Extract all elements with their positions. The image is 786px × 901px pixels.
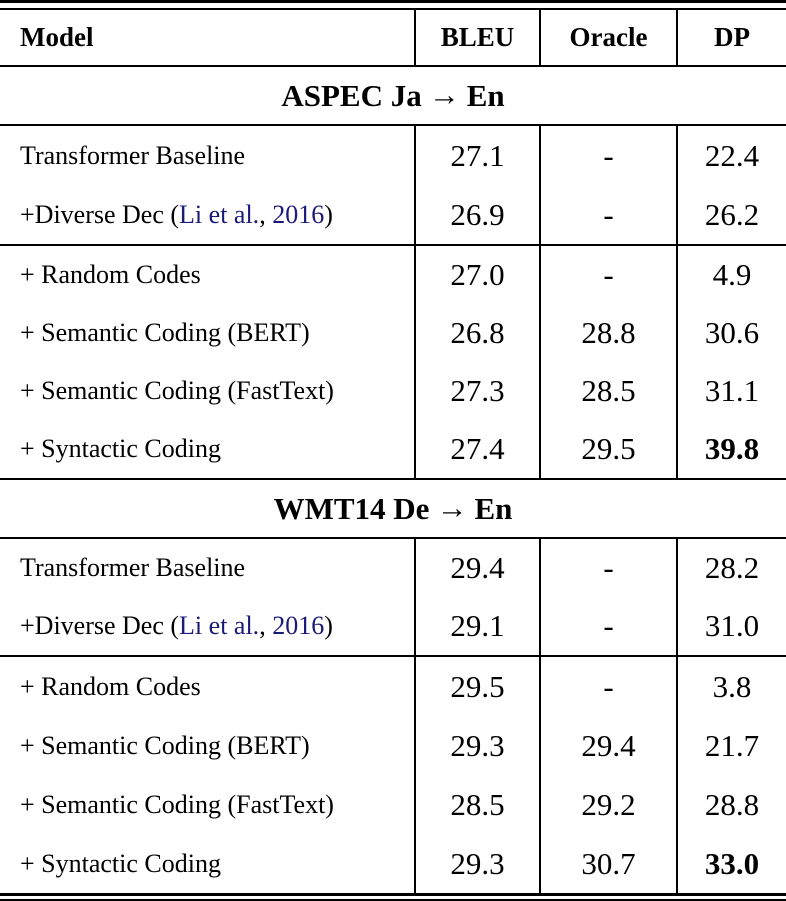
citation-separator: , (259, 611, 266, 640)
dp-cell: 39.8 (676, 420, 786, 479)
dp-cell: 3.8 (676, 655, 786, 716)
model-label: Transformer Baseline (20, 140, 246, 170)
model-label: Transformer Baseline (20, 553, 246, 582)
dp-cell: 28.2 (676, 538, 786, 597)
model-cell: +Diverse Dec (Li et al., 2016) (0, 597, 415, 656)
oracle-cell: 29.4 (539, 716, 677, 775)
model-cell: + Syntactic Coding (0, 834, 415, 893)
col-header-bleu: BLEU (414, 10, 540, 67)
oracle-cell: 30.7 (539, 834, 677, 893)
table-row: +Diverse Dec (Li et al., 2016) 29.1 - 31… (0, 597, 786, 656)
oracle-cell: - (539, 125, 677, 185)
table-row: Transformer Baseline 29.4 - 28.2 (0, 538, 786, 597)
dp-cell: 26.2 (676, 185, 786, 245)
table-row: + Semantic Coding (BERT) 29.3 29.4 21.7 (0, 716, 786, 775)
bleu-cell: 28.5 (414, 775, 540, 834)
col-header-model: Model (0, 10, 415, 67)
model-label: + Random Codes (20, 671, 201, 701)
model-label: + Semantic Coding (BERT) (20, 318, 310, 347)
model-cell: + Semantic Coding (FastText) (0, 775, 415, 834)
model-label-suffix: ) (324, 611, 333, 640)
oracle-cell: - (539, 185, 677, 245)
table-row: Transformer Baseline 27.1 - 22.4 (0, 125, 786, 185)
citation-link[interactable]: 2016 (265, 611, 325, 640)
model-label: + Syntactic Coding (20, 848, 221, 878)
bleu-cell: 26.9 (414, 185, 540, 245)
oracle-cell: - (539, 655, 677, 716)
model-label: + Semantic Coding (FastText) (20, 789, 334, 819)
col-header-dp: DP (676, 10, 786, 67)
table-row: + Semantic Coding (FastText) 27.3 28.5 3… (0, 362, 786, 420)
right-arrow-icon: → (436, 489, 468, 525)
model-cell: + Semantic Coding (BERT) (0, 304, 415, 362)
model-label: + Random Codes (20, 260, 201, 289)
citation-separator: , (259, 199, 266, 229)
table-row: + Random Codes 27.0 - 4.9 (0, 244, 786, 304)
citation-link[interactable]: Li et al. (179, 199, 260, 229)
col-header-oracle: Oracle (539, 10, 677, 67)
dp-cell: 28.8 (676, 775, 786, 834)
model-cell: + Syntactic Coding (0, 420, 415, 479)
bleu-cell: 29.3 (414, 834, 540, 893)
oracle-cell: - (539, 244, 677, 304)
oracle-cell: 29.5 (539, 420, 677, 479)
dp-cell: 30.6 (676, 304, 786, 362)
model-label: +Diverse Dec ( (20, 611, 180, 640)
bleu-cell: 27.3 (414, 362, 540, 420)
dp-cell: 4.9 (676, 244, 786, 304)
dp-cell: 22.4 (676, 125, 786, 185)
model-label: +Diverse Dec ( (20, 199, 180, 229)
model-cell: + Random Codes (0, 244, 415, 304)
oracle-cell: - (539, 538, 677, 597)
model-label-suffix: ) (324, 199, 333, 229)
citation-link[interactable]: Li et al. (179, 611, 260, 640)
model-cell: Transformer Baseline (0, 125, 415, 185)
citation-link[interactable]: 2016 (265, 199, 325, 229)
table-bottom-double-rule (0, 893, 786, 901)
bleu-cell: 29.1 (414, 597, 540, 656)
model-label: + Semantic Coding (BERT) (20, 730, 310, 760)
model-label: + Syntactic Coding (20, 434, 221, 463)
model-label: + Semantic Coding (FastText) (20, 376, 334, 405)
bleu-cell: 26.8 (414, 304, 540, 362)
section-title-left: ASPEC Ja (281, 77, 422, 113)
table-header-row: Model BLEU Oracle DP (0, 10, 786, 67)
section-header-aspec: ASPEC Ja → En (0, 65, 786, 126)
bleu-cell: 27.4 (414, 420, 540, 479)
table-row: + Random Codes 29.5 - 3.8 (0, 655, 786, 716)
bleu-cell: 29.3 (414, 716, 540, 775)
section-title-left: WMT14 De (273, 490, 430, 526)
right-arrow-icon: → (428, 76, 460, 112)
section-title: ASPEC Ja → En (0, 65, 786, 126)
section-title: WMT14 De → En (0, 478, 786, 539)
table-row: + Semantic Coding (BERT) 26.8 28.8 30.6 (0, 304, 786, 362)
bleu-cell: 29.5 (414, 655, 540, 716)
section-title-right: En (474, 490, 513, 526)
bleu-cell: 27.0 (414, 244, 540, 304)
oracle-cell: 28.8 (539, 304, 677, 362)
section-title-right: En (466, 77, 505, 113)
model-cell: + Random Codes (0, 655, 415, 716)
oracle-cell: 28.5 (539, 362, 677, 420)
oracle-cell: - (539, 597, 677, 656)
dp-cell: 31.0 (676, 597, 786, 656)
table-top-double-rule (0, 0, 786, 10)
section-header-wmt14: WMT14 De → En (0, 478, 786, 539)
dp-cell: 31.1 (676, 362, 786, 420)
table-row: + Syntactic Coding 29.3 30.7 33.0 (0, 834, 786, 893)
bleu-cell: 29.4 (414, 538, 540, 597)
oracle-cell: 29.2 (539, 775, 677, 834)
table-row: + Syntactic Coding 27.4 29.5 39.8 (0, 420, 786, 479)
dp-cell: 21.7 (676, 716, 786, 775)
model-cell: + Semantic Coding (BERT) (0, 716, 415, 775)
model-cell: Transformer Baseline (0, 538, 415, 597)
table-row: +Diverse Dec (Li et al., 2016) 26.9 - 26… (0, 185, 786, 245)
dp-cell: 33.0 (676, 834, 786, 893)
bleu-cell: 27.1 (414, 125, 540, 185)
model-cell: + Semantic Coding (FastText) (0, 362, 415, 420)
model-cell: +Diverse Dec (Li et al., 2016) (0, 185, 415, 245)
table-row: + Semantic Coding (FastText) 28.5 29.2 2… (0, 775, 786, 834)
results-table: Model BLEU Oracle DP ASPEC Ja → En Transfo… (0, 10, 786, 893)
